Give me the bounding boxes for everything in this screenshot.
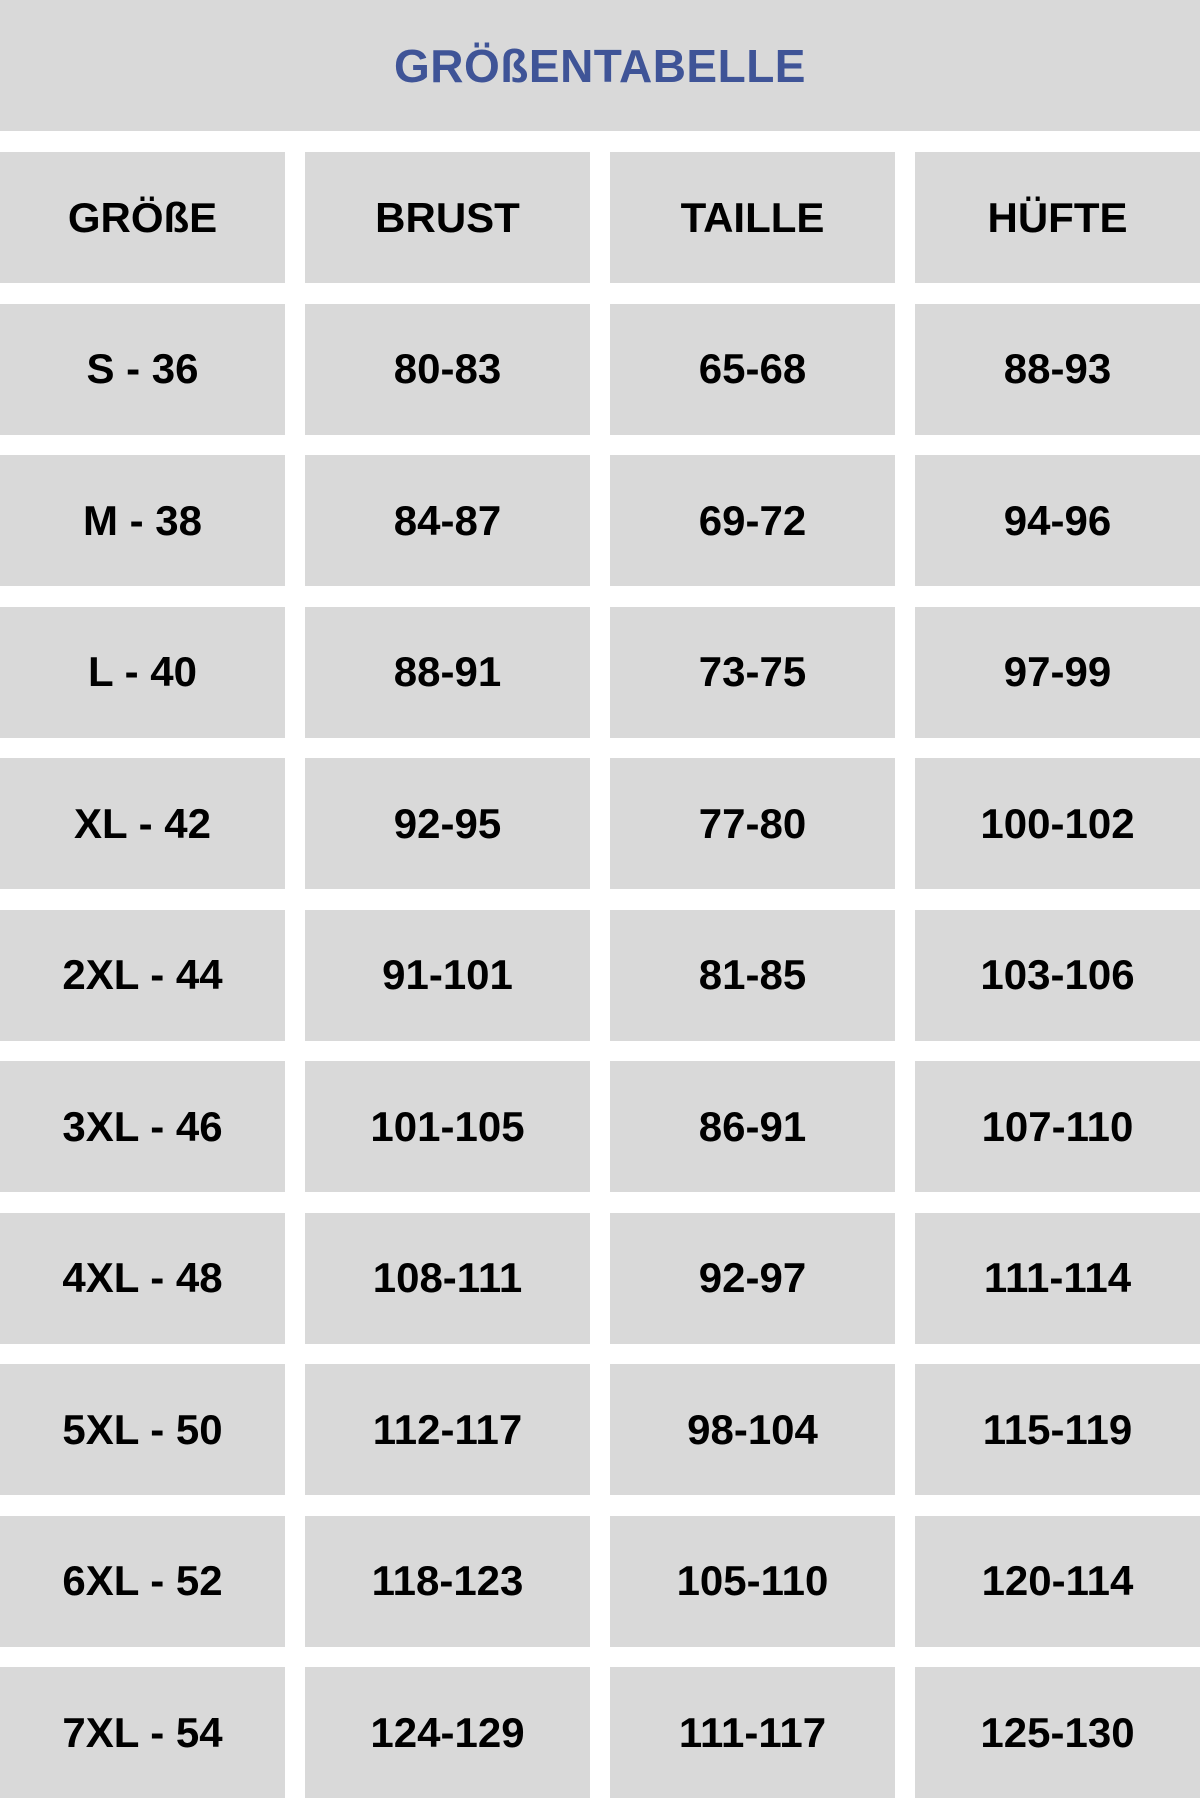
table-row: 4XL - 48 108-111 92-97 111-114 — [0, 1212, 1200, 1344]
table-header-row: GRÖßE BRUST TAILLE HÜFTE — [0, 152, 1200, 283]
table-cell: 73-75 — [610, 606, 895, 738]
table-cell: 6XL - 52 — [0, 1515, 285, 1647]
table-cell: 100-102 — [915, 758, 1200, 889]
table-cell: 125-130 — [915, 1667, 1200, 1798]
table-cell: 4XL - 48 — [0, 1212, 285, 1344]
table-row: 3XL - 46 101-105 86-91 107-110 — [0, 1061, 1200, 1192]
table-cell: M - 38 — [0, 455, 285, 586]
table-cell: 120-114 — [915, 1515, 1200, 1647]
table-cell: 103-106 — [915, 909, 1200, 1041]
table-row: 7XL - 54 124-129 111-117 125-130 — [0, 1667, 1200, 1798]
table-cell: 105-110 — [610, 1515, 895, 1647]
table-cell: 108-111 — [305, 1212, 590, 1344]
title-band: GRÖßENTABELLE — [0, 0, 1200, 131]
table-row: L - 40 88-91 73-75 97-99 — [0, 606, 1200, 738]
table-cell: 77-80 — [610, 758, 895, 889]
table-cell: XL - 42 — [0, 758, 285, 889]
table-row: 6XL - 52 118-123 105-110 120-114 — [0, 1515, 1200, 1647]
table-cell: 112-117 — [305, 1364, 590, 1495]
column-header: HÜFTE — [915, 152, 1200, 283]
column-header: TAILLE — [610, 152, 895, 283]
table-cell: 124-129 — [305, 1667, 590, 1798]
table-cell: 115-119 — [915, 1364, 1200, 1495]
page-title: GRÖßENTABELLE — [394, 39, 806, 92]
table-cell: 88-93 — [915, 303, 1200, 435]
table-cell: 69-72 — [610, 455, 895, 586]
table-cell: S - 36 — [0, 303, 285, 435]
table-row: M - 38 84-87 69-72 94-96 — [0, 455, 1200, 586]
table-cell: 65-68 — [610, 303, 895, 435]
table-cell: 88-91 — [305, 606, 590, 738]
table-row: 2XL - 44 91-101 81-85 103-106 — [0, 909, 1200, 1041]
table-row: XL - 42 92-95 77-80 100-102 — [0, 758, 1200, 889]
table-cell: 111-117 — [610, 1667, 895, 1798]
table-cell: 97-99 — [915, 606, 1200, 738]
table-cell: 84-87 — [305, 455, 590, 586]
table-cell: 5XL - 50 — [0, 1364, 285, 1495]
table-cell: 81-85 — [610, 909, 895, 1041]
table-cell: 101-105 — [305, 1061, 590, 1192]
table-cell: 92-97 — [610, 1212, 895, 1344]
table-cell: 107-110 — [915, 1061, 1200, 1192]
table-cell: L - 40 — [0, 606, 285, 738]
table-cell: 98-104 — [610, 1364, 895, 1495]
table-row: S - 36 80-83 65-68 88-93 — [0, 303, 1200, 435]
table-cell: 2XL - 44 — [0, 909, 285, 1041]
table-cell: 3XL - 46 — [0, 1061, 285, 1192]
table-cell: 86-91 — [610, 1061, 895, 1192]
table-row: 5XL - 50 112-117 98-104 115-119 — [0, 1364, 1200, 1495]
table-cell: 111-114 — [915, 1212, 1200, 1344]
table-cell: 7XL - 54 — [0, 1667, 285, 1798]
table-cell: 80-83 — [305, 303, 590, 435]
table-cell: 118-123 — [305, 1515, 590, 1647]
column-header: GRÖßE — [0, 152, 285, 283]
table-cell: 91-101 — [305, 909, 590, 1041]
table-cell: 94-96 — [915, 455, 1200, 586]
table-cell: 92-95 — [305, 758, 590, 889]
column-header: BRUST — [305, 152, 590, 283]
